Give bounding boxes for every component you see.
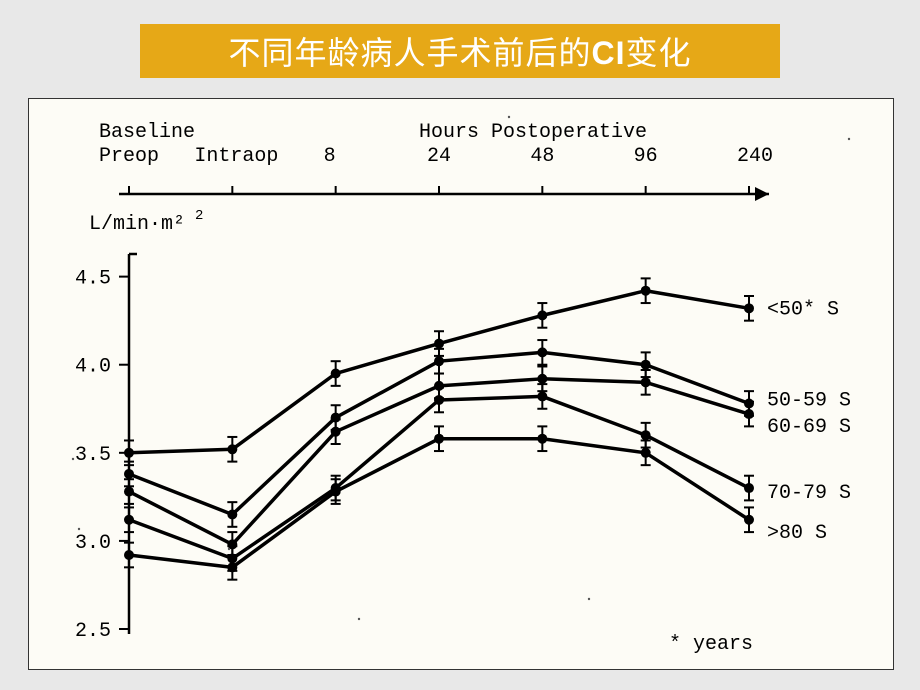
xlabel-intraop: Intraop (194, 145, 278, 168)
title-bold: CI (592, 35, 626, 71)
page-root: 不同年龄病人手术前后的CI变化 BaselinePreop Intraop Hour… (0, 0, 920, 690)
series-line-4 (129, 439, 749, 568)
ytick-3: 3.0 (75, 532, 111, 555)
title-prefix: 不同年龄病人手术前后的 (228, 35, 591, 71)
page-title: 不同年龄病人手术前后的CI变化 (228, 28, 691, 74)
footnote: * years (669, 633, 753, 656)
ytick-4: 4.0 (75, 356, 111, 379)
y-unit-sup: 2 (195, 208, 203, 224)
xlabel-preop: Preop (99, 145, 159, 168)
xtick-8: 8 (324, 145, 336, 168)
ytick-4.5: 4.5 (75, 268, 111, 291)
series-label-0: <50* S (767, 298, 839, 321)
chart-container: BaselinePreop Intraop Hours Postoperative 8… (28, 98, 894, 670)
title-bar: 不同年龄病人手术前后的CI变化 (140, 24, 780, 78)
series-label-4: >80 S (767, 522, 827, 545)
xtick-96: 96 (634, 145, 658, 168)
xlabel-hours: Hours Postoperative (419, 121, 647, 144)
series-label-3: 70-79 S (767, 482, 851, 505)
series-label-2: 60-69 S (767, 416, 851, 439)
xtick-240: 240 (737, 145, 773, 168)
xtick-24: 24 (427, 145, 451, 168)
title-suffix: 变化 (626, 35, 692, 71)
y-unit-label: L/min·m² (89, 213, 185, 236)
ytick-3.5: 3.5 (75, 444, 111, 467)
ytick-2.5: 2.5 (75, 620, 111, 643)
xtick-48: 48 (530, 145, 554, 168)
series-label-1: 50-59 S (767, 389, 851, 412)
chart-svg: BaselinePreop Intraop Hours Postoperative 8… (29, 99, 893, 669)
xlabel-baseline: Baseline (99, 121, 195, 144)
series-line-3 (129, 396, 749, 558)
